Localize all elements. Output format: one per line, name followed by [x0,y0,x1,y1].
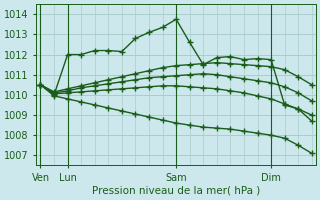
X-axis label: Pression niveau de la mer( hPa ): Pression niveau de la mer( hPa ) [92,186,260,196]
